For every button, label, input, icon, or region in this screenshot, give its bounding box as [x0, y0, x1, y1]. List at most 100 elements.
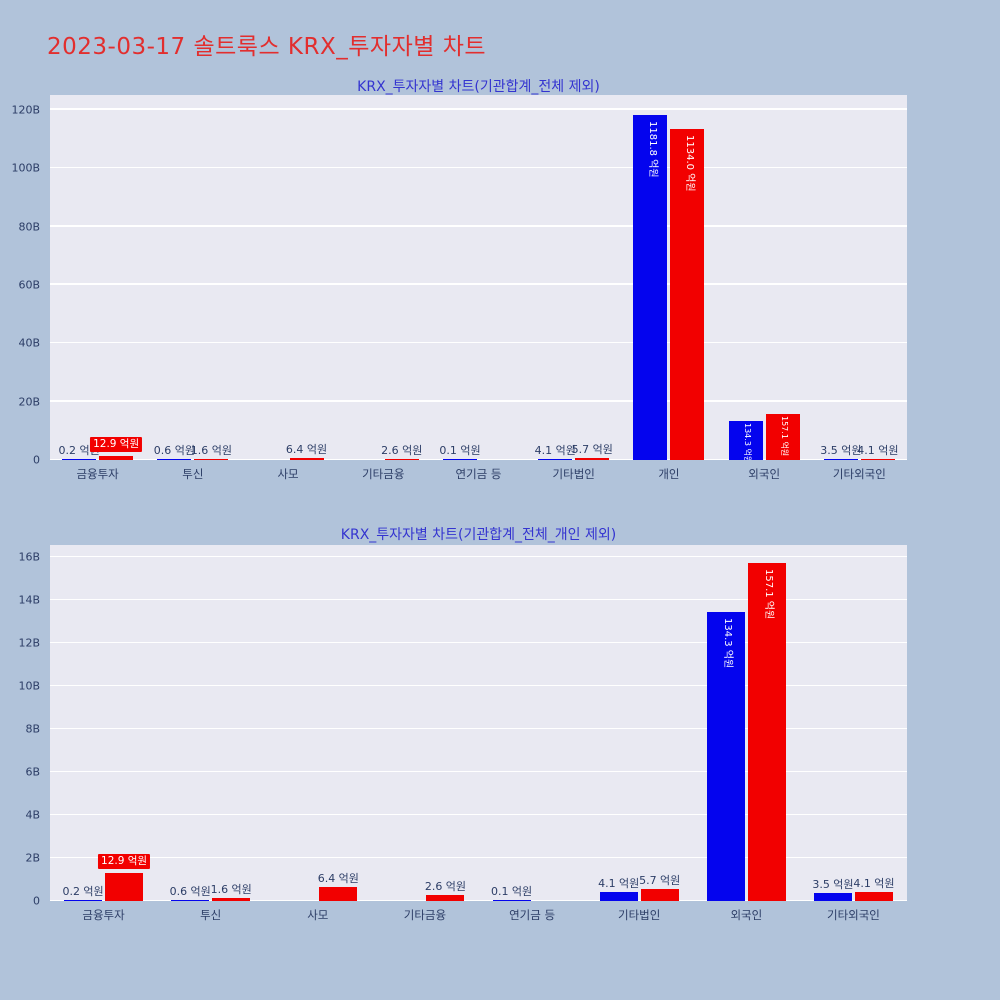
gridline: [50, 555, 907, 557]
bar-series-blue-개인: 1181.8 억원: [633, 115, 668, 460]
bar-value-label: 1134.0 억원: [683, 135, 695, 192]
bar-series-blue-투신: [171, 899, 210, 901]
bar-value-label: 3.5 억원: [812, 878, 854, 892]
chart-title-top: KRX_투자자별 차트(기관합계_전체 제외): [357, 79, 600, 95]
x-category-label: 외국인: [748, 467, 781, 481]
gridline: [50, 770, 907, 772]
x-category-label: 기타외국인: [832, 467, 886, 481]
bar-value-label: 6.4 억원: [285, 443, 328, 457]
x-category-label: 투신: [200, 908, 222, 922]
bar-value-label: 0.6 억원: [169, 884, 211, 898]
bar-value-label: 3.5 억원: [820, 443, 862, 457]
y-tick-label: 10B: [18, 679, 40, 693]
bar-value-label: 1181.8 억원: [646, 121, 658, 178]
x-category-label: 개인: [658, 467, 680, 481]
bar-series-red-사모: [319, 887, 358, 901]
plot-area-top: 0.2 억원 0.6 억원 0.1 억원 4.1 억원 1181.8 억원 134.3 억…: [50, 95, 907, 460]
x-category-label: 연기금 등: [455, 467, 502, 481]
x-category-label: 기타법인: [618, 908, 661, 922]
bar-value-label: 157.1 억원: [763, 569, 774, 620]
bar-series-blue-외국인: 134.3 억원: [706, 612, 745, 901]
bar-series-blue-기타법인: [538, 458, 573, 460]
x-category-label: 금융투자: [76, 467, 119, 481]
bar-value-label: 134.3 억원: [742, 422, 752, 460]
bar-value-label: 0.1 억원: [490, 885, 533, 898]
bar-value-label: 134.3 억원: [722, 618, 733, 669]
bar-series-red-금융투자: [105, 873, 144, 901]
bar-series-blue-금융투자: [62, 459, 97, 460]
gridline: [50, 856, 907, 858]
gridline: [50, 641, 907, 643]
bar-series-red-기타외국인: [854, 892, 893, 901]
page-title: 2023-03-17 솔트룩스 KRX_투자자별 차트: [47, 34, 487, 60]
y-tick-label: 60B: [18, 278, 40, 292]
bar-value-label: 4.1 억원: [598, 877, 640, 891]
x-category-label: 사모: [277, 467, 299, 481]
bar-series-blue-외국인: 134.3 억원: [728, 420, 763, 460]
y-tick-label: 8B: [25, 722, 40, 736]
bar-series-blue-연기금 등: [443, 459, 477, 460]
bar-value-label: 5.7 억원: [639, 873, 681, 887]
gridline: [50, 727, 907, 729]
bar-series-red-외국인: 157.1 억원: [747, 563, 786, 901]
bar-value-label: 0.1 억원: [439, 444, 481, 457]
bar-series-red-기타금융: [384, 459, 419, 460]
y-tick-label: 120B: [11, 103, 40, 117]
bar-series-red-금융투자: [99, 456, 134, 460]
plot-area-bottom: 0.2 억원 0.6 억원 0.1 억원 4.1 억원 134.3 억원 3.5 억원 12…: [50, 545, 907, 901]
x-axis-top: 금융투자 투신 사모 기타금융 연기금 등 기타법인 개인 외국인 기타외국인: [50, 466, 907, 482]
bar-series-blue-투신: [157, 459, 192, 460]
bar-series-red-개인: 1134.0 억원: [670, 129, 705, 460]
bar-series-blue-연기금 등: [492, 900, 531, 901]
x-axis-bottom: 금융투자 투신 사모 기타금융 연기금 등 기타법인 외국인 기타외국인: [50, 907, 907, 923]
bar-series-red-사모: [289, 458, 324, 460]
gridline: [50, 598, 907, 600]
gridline: [50, 813, 907, 815]
bar-value-label: 157.1 억원: [779, 416, 789, 457]
x-category-label: 기타금융: [403, 908, 447, 922]
gridline: [50, 458, 907, 460]
y-tick-label: 16B: [18, 550, 40, 564]
bar-value-label: 4.1 억원: [534, 443, 576, 457]
x-category-label: 사모: [307, 908, 329, 922]
x-category-label: 외국인: [730, 908, 763, 922]
x-category-label: 기타외국인: [826, 908, 880, 922]
y-tick-label: 40B: [18, 336, 40, 350]
y-tick-label: 100B: [11, 161, 40, 175]
bar-value-label: 0.2 억원: [58, 444, 100, 457]
bar-value-label: 0.6 억원: [153, 444, 195, 457]
gridline: [50, 400, 907, 402]
bar-value-label: 0.2 억원: [62, 885, 104, 898]
gridline: [50, 166, 907, 169]
y-axis-bottom: 0 2B 4B 6B 8B 10B 12B 14B 16B: [0, 545, 45, 908]
y-tick-label: 2B: [25, 851, 40, 865]
y-tick-label: 80B: [18, 220, 40, 234]
bar-value-label: 6.4 억원: [317, 872, 359, 886]
y-tick-label: 6B: [25, 765, 40, 779]
bar-value-label: 2.6 억원: [424, 880, 467, 894]
gridline: [50, 108, 907, 110]
bar-value-label: 12.9 억원: [90, 437, 143, 452]
bar-value-label: 5.7 억원: [571, 443, 613, 457]
gridline: [50, 899, 907, 901]
gridline: [50, 341, 907, 344]
gridline: [50, 283, 907, 285]
bar-series-red-투신: [194, 459, 229, 460]
bar-series-red-외국인: 157.1 억원: [765, 414, 800, 460]
bar-series-red-투신: [212, 897, 251, 901]
y-tick-label: 20B: [18, 395, 40, 409]
bar-series-red-기타외국인: [860, 458, 895, 460]
x-category-label: 기타금융: [362, 467, 405, 481]
y-tick-label: 14B: [18, 593, 40, 607]
bar-series-blue-기타외국인: [823, 458, 858, 460]
bar-value-label: 2.6 억원: [381, 444, 423, 457]
x-category-label: 기타법인: [552, 467, 595, 481]
bar-series-blue-기타법인: [599, 892, 638, 901]
y-tick-label: 12B: [18, 636, 40, 650]
bar-series-blue-기타외국인: [813, 893, 852, 901]
y-axis-top: 0 20B 40B 60B 80B 100B 120B: [0, 95, 45, 466]
bar-value-label: 12.9 억원: [98, 854, 151, 869]
x-category-label: 금융투자: [82, 908, 125, 922]
bar-series-red-기타법인: [575, 458, 610, 460]
